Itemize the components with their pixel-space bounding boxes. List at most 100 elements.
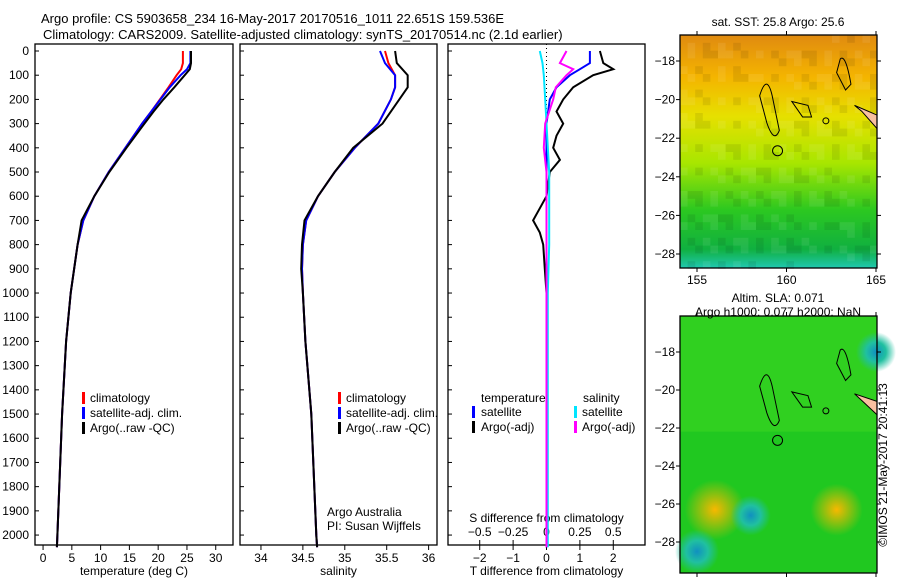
temperature-xlabel: temperature (deg C) [80, 564, 188, 578]
sst-pixel [786, 261, 794, 269]
annotation-text: Argo Australia [327, 505, 402, 519]
sla-anomaly-blob [856, 332, 896, 372]
sst-pixel [718, 214, 726, 223]
lat-tick-label: −24 [655, 459, 676, 473]
sst-pixel [816, 175, 825, 184]
sst-pixel [740, 50, 749, 59]
sst-pixel [695, 167, 703, 176]
sst-pixel [809, 167, 817, 176]
sst-pixel [756, 105, 764, 113]
lat-tick-label: −18 [655, 54, 676, 68]
sla-map-title-line-1: Altim. SLA: 0.071 [732, 291, 825, 305]
sst-pixel [687, 97, 696, 106]
reef-contour [759, 83, 780, 137]
sst-pixel [756, 237, 764, 246]
sst-pixel [680, 97, 688, 106]
sst-pixel [854, 74, 863, 82]
sst-pixel [702, 120, 711, 129]
sst-pixel [702, 42, 711, 51]
sst-pixel [718, 144, 726, 152]
sst-pixel [801, 74, 810, 82]
difference-xlabel: T difference from climatology [470, 564, 624, 578]
sst-pixel [847, 35, 855, 43]
sst-pixel [778, 222, 787, 230]
sst-pixel [771, 97, 779, 106]
sst-pixel [687, 42, 696, 51]
sst-pixel [748, 198, 756, 207]
sst-pixel [816, 97, 825, 106]
sst-pixel [824, 81, 832, 90]
sst-pixel [695, 144, 703, 152]
sst-pixel [687, 120, 696, 129]
sla-anomaly-blob [675, 529, 719, 574]
legend-label: Argo(..raw -QC) [90, 421, 175, 435]
depth-tick-label: 1500 [2, 407, 29, 421]
sst-pixel [847, 253, 855, 262]
sst-pixel [847, 198, 855, 207]
sst-pixel [801, 120, 810, 129]
sst-pixel [786, 50, 794, 59]
lon-tick-label: 165 [866, 273, 886, 287]
sst-pixel [702, 50, 711, 59]
sst-pixel [771, 128, 779, 137]
sst-pixel [725, 167, 734, 176]
salinity-axes-frame [239, 43, 438, 546]
legend-swatch [574, 421, 577, 433]
sst-pixel [756, 50, 764, 59]
sst-pixel [718, 66, 726, 74]
argo-position-marker [772, 434, 784, 446]
sst-pixel [695, 89, 703, 98]
sst-pixel [725, 214, 734, 223]
s-diff-tick-label: 0.5 [605, 525, 622, 539]
sst-pixel [786, 120, 794, 129]
sst-pixel [725, 222, 734, 230]
sst-pixel [771, 50, 779, 59]
temperature-xtick-label: 20 [151, 551, 165, 565]
sst-pixel [847, 58, 855, 67]
lat-tick-label: −22 [655, 131, 676, 145]
sst-pixel [794, 144, 802, 152]
sst-pixel [733, 66, 741, 74]
depth-tick-label: 1900 [2, 504, 29, 518]
difference-xtick-label: 0 [543, 551, 550, 565]
sst-pixel [680, 113, 688, 121]
sst-pixel [862, 120, 870, 129]
sst-pixel [832, 152, 840, 160]
sst-pixel [824, 105, 832, 113]
legend-swatch [472, 421, 475, 433]
depth-tick-label: 300 [9, 117, 29, 131]
sst-pixel [794, 167, 802, 176]
sst-pixel [809, 105, 817, 113]
legend-label: Argo(-adj) [582, 420, 635, 434]
sst-pixel [794, 58, 802, 67]
sst-pixel [763, 222, 772, 230]
sst-pixel [832, 198, 840, 207]
sst-pixel [862, 152, 870, 160]
temperature-axes-frame [34, 43, 234, 546]
sst-pixel [756, 167, 764, 176]
title-line-2: Climatology: CARS2009. Satellite-adjuste… [43, 27, 563, 42]
sst-pixel [794, 245, 802, 254]
sst-pixel [763, 198, 772, 207]
sst-map: 155 160 165 −18 −20 −22 −24 −26 −28 [655, 31, 886, 287]
sst-pixel [771, 237, 779, 246]
sst-pixel [756, 97, 764, 106]
sst-pixel [778, 120, 787, 129]
salinity-xlabel: salinity [320, 564, 357, 578]
temperature-xtick-label: 10 [94, 551, 108, 565]
sst-pixel [763, 152, 772, 160]
sst-pixel [809, 81, 817, 90]
legend-swatch [472, 406, 475, 418]
sst-pixel [824, 245, 832, 254]
sst-pixel [756, 222, 764, 230]
sst-pixel [748, 222, 756, 230]
sst-pixel [725, 245, 734, 254]
depth-tick-label: 900 [9, 262, 29, 276]
s-diff-tick-label: 0.25 [568, 525, 592, 539]
lat-tick-label: −20 [655, 93, 676, 107]
s-diff-tick-label: −0.5 [468, 525, 492, 539]
legend-title-temperature: temperature [481, 391, 546, 405]
sst-pixel [832, 74, 840, 82]
sst-pixel [725, 191, 734, 199]
